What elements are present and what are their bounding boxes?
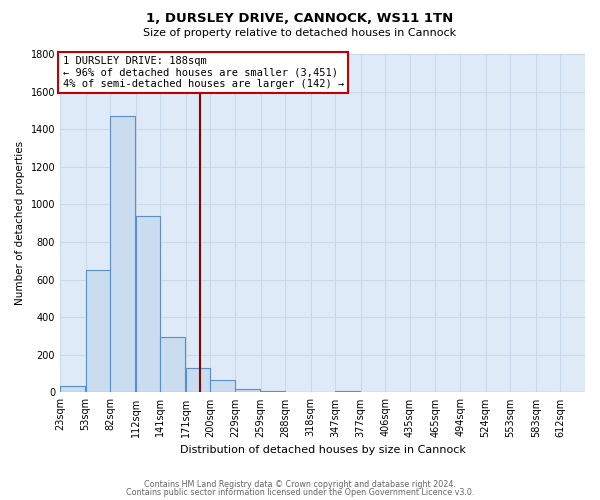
Text: 1 DURSLEY DRIVE: 188sqm
← 96% of detached houses are smaller (3,451)
4% of semi-: 1 DURSLEY DRIVE: 188sqm ← 96% of detache… (62, 56, 344, 89)
Bar (186, 368, 211, 392)
Bar (110, 116, 135, 392)
X-axis label: Distribution of detached houses by size in Cannock: Distribution of detached houses by size … (179, 445, 466, 455)
Bar (136, 216, 160, 392)
Text: Contains public sector information licensed under the Open Government Licence v3: Contains public sector information licen… (126, 488, 474, 497)
Text: 1, DURSLEY DRIVE, CANNOCK, WS11 1TN: 1, DURSLEY DRIVE, CANNOCK, WS11 1TN (146, 12, 454, 26)
Bar (60, 386, 85, 392)
Bar (235, 388, 260, 392)
Bar (335, 390, 360, 392)
Y-axis label: Number of detached properties: Number of detached properties (15, 141, 25, 306)
Bar (211, 380, 235, 392)
Text: Contains HM Land Registry data © Crown copyright and database right 2024.: Contains HM Land Registry data © Crown c… (144, 480, 456, 489)
Bar (160, 337, 185, 392)
Bar (86, 270, 110, 392)
Text: Size of property relative to detached houses in Cannock: Size of property relative to detached ho… (143, 28, 457, 38)
